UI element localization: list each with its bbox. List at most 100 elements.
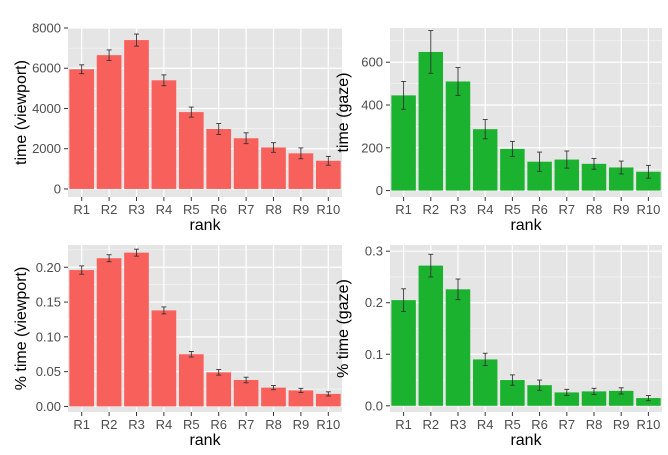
y-tick-label: 600: [361, 55, 383, 70]
bar-R5: [178, 112, 204, 189]
x-tick-label: R4: [156, 202, 173, 217]
bar-R3: [124, 40, 149, 189]
bar-R3: [124, 252, 149, 407]
y-tick-label: 0.15: [36, 295, 61, 310]
bar-R4: [472, 129, 498, 191]
y-tick-label: 0.05: [36, 364, 61, 379]
x-tick-label: R5: [504, 417, 521, 432]
bar-R7: [233, 379, 259, 407]
y-axis-title: % time (gaze): [335, 279, 352, 378]
y-tick-label: 0: [376, 183, 383, 198]
x-axis-title: rank: [510, 217, 542, 234]
x-tick-label: R4: [477, 417, 494, 432]
x-tick-label: R10: [636, 417, 660, 432]
bar-R10: [636, 398, 661, 406]
x-tick-label: R3: [450, 202, 467, 217]
x-tick-label: R9: [613, 202, 630, 217]
x-tick-label: R8: [586, 417, 603, 432]
x-tick-label: R2: [422, 417, 439, 432]
x-tick-label: R3: [128, 417, 145, 432]
x-tick-label: R7: [558, 202, 575, 217]
bar-R7: [554, 392, 580, 406]
x-tick-label: R5: [183, 202, 200, 217]
y-tick-label: 0: [54, 181, 61, 196]
x-tick-label: R6: [210, 202, 227, 217]
bar-R6: [206, 128, 232, 189]
x-axis-title: rank: [189, 217, 221, 234]
bar-R2: [96, 55, 122, 189]
bar-R1: [391, 95, 416, 191]
x-tick-label: R10: [316, 202, 340, 217]
bar-R2: [418, 265, 444, 406]
y-tick-label: 0.0: [365, 398, 383, 413]
y-axis-title: % time (viewport): [13, 267, 30, 391]
x-tick-label: R5: [504, 202, 521, 217]
x-tick-label: R1: [73, 417, 90, 432]
bar-R10: [636, 171, 661, 191]
y-axis-title: time (gaze): [335, 72, 352, 152]
x-tick-label: R2: [101, 202, 118, 217]
x-tick-label: R1: [395, 417, 412, 432]
x-tick-label: R1: [73, 202, 90, 217]
bar-R4: [151, 310, 177, 407]
chart-panel-3: 0.00 0.05 0.10 0.15 0.20 R1 R2 R3 R4 R5 R6 R7 R8 R9 R1…: [13, 245, 342, 449]
x-axis-title: rank: [189, 432, 221, 449]
bar-R8: [261, 147, 286, 189]
x-tick-label: R2: [422, 202, 439, 217]
bar-R10: [315, 393, 341, 407]
bar-R3: [445, 289, 471, 406]
bar-R7: [233, 138, 259, 189]
y-tick-label: 2000: [32, 141, 61, 156]
bar-R2: [96, 258, 122, 407]
x-tick-label: R6: [531, 417, 548, 432]
chart-panel-4: 0.0 0.1 0.2 0.3 R1 R2 R3 R4 R5 R6 R7 R8 R9 R10 rank % t…: [335, 244, 662, 449]
x-tick-label: R9: [613, 417, 630, 432]
y-tick-label: 0.3: [365, 244, 383, 259]
bar-R6: [206, 372, 232, 407]
bar-R2: [418, 51, 444, 191]
x-tick-label: R9: [293, 417, 310, 432]
y-tick-label: 6000: [32, 61, 61, 76]
bar-R9: [288, 390, 314, 407]
x-tick-label: R8: [265, 202, 282, 217]
chart-panel-1: 0 2000 4000 6000 8000 R1 R2 R3 R4 R5 R6 R7 R8 R9 R10 ra…: [13, 21, 342, 234]
y-tick-label: 4000: [32, 101, 61, 116]
y-axis-title: time (viewport): [13, 60, 30, 165]
y-tick-label: 0.1: [365, 347, 383, 362]
x-tick-label: R8: [265, 417, 282, 432]
bar-R4: [151, 80, 177, 189]
x-tick-label: R9: [293, 202, 310, 217]
bar-R6: [527, 385, 552, 406]
x-tick-label: R6: [531, 202, 548, 217]
bar-R3: [445, 81, 471, 191]
x-tick-label: R1: [395, 202, 412, 217]
chart-panel-2: 0 200 400 600 R1 R2 R3 R4 R5 R6 R7 R8 R9 R10 rank time …: [335, 28, 662, 234]
bar-R8: [581, 391, 607, 406]
bar-R9: [608, 167, 634, 191]
bar-R1: [69, 270, 95, 407]
y-tick-label: 0.20: [36, 260, 61, 275]
bar-R1: [69, 69, 95, 189]
x-tick-label: R7: [238, 202, 255, 217]
bar-R9: [288, 153, 314, 189]
x-tick-label: R7: [238, 417, 255, 432]
bar-R1: [391, 300, 416, 406]
x-tick-label: R2: [101, 417, 118, 432]
bar-R9: [608, 390, 634, 406]
x-tick-label: R10: [316, 417, 340, 432]
x-tick-label: R6: [210, 417, 227, 432]
bar-R4: [472, 359, 498, 406]
x-tick-label: R5: [183, 417, 200, 432]
y-tick-label: 0.2: [365, 295, 383, 310]
x-tick-label: R3: [128, 202, 145, 217]
bar-R8: [261, 387, 286, 407]
y-tick-label: 400: [361, 98, 383, 113]
x-tick-label: R4: [156, 417, 173, 432]
x-tick-label: R4: [477, 202, 494, 217]
x-tick-label: R8: [586, 202, 603, 217]
x-axis-title: rank: [510, 432, 542, 449]
y-tick-label: 0.00: [36, 399, 61, 414]
bar-R5: [178, 354, 204, 407]
y-tick-label: 0.10: [36, 329, 61, 344]
